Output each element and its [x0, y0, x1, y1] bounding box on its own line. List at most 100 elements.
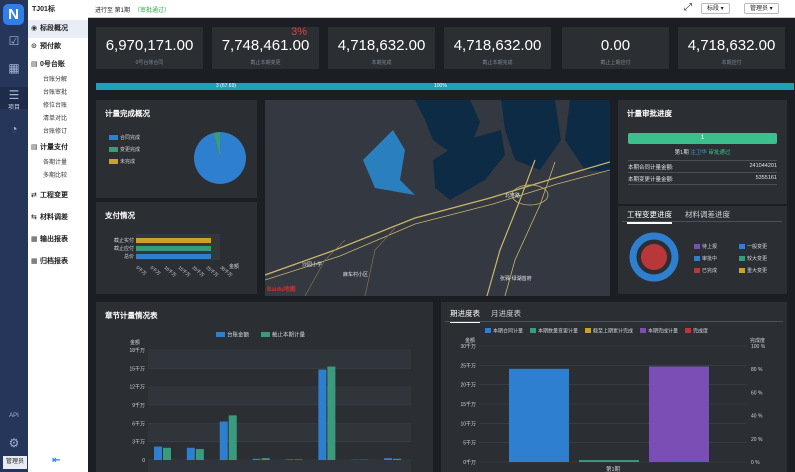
legend-item: 重大变更 [739, 268, 767, 274]
chapter-bar [384, 458, 393, 460]
menu-overview[interactable]: ◉ 标段概况 [28, 20, 88, 38]
submenu-bill-compare[interactable]: 清单对比 [43, 116, 68, 122]
legend-item: 一般变更 [739, 244, 767, 250]
y-tick: 30千万 [460, 343, 476, 350]
stat-label: 本期应付 [721, 60, 742, 66]
project-name: TJ01标 [32, 6, 55, 13]
menu-archive-report[interactable]: ▦ 归档报表 [28, 253, 88, 271]
fullscreen-icon[interactable]: ⤢ [684, 2, 692, 13]
chapter-bar [195, 449, 204, 460]
submenu-ledger-split[interactable]: 台账分解 [43, 77, 68, 83]
admin-dropdown[interactable]: 管理员 ▾ [744, 3, 779, 14]
pie-chart-icon[interactable]: ◔ [10, 122, 18, 136]
legend-swatch [640, 328, 646, 333]
map-water [565, 100, 610, 172]
settings-icon[interactable]: ⚙ [8, 436, 20, 450]
side-menu: TJ01标 ◉ 标段概况 ⊙ 预付款 ▤ 0号台账 台账分解 台账审批 修位台账 清单… [3, 0, 88, 472]
chapter-bar [219, 421, 228, 460]
chapter-bar [294, 459, 303, 460]
y2-tick: 80 % [751, 367, 763, 373]
tab-month-progress[interactable]: 月进度表 [491, 309, 521, 318]
y-tick: 18千万 [129, 347, 145, 354]
submenu-each-period[interactable]: 各期计量 [43, 160, 68, 166]
legend-item: 较大变更 [739, 256, 767, 262]
y-tick: 25千万 [460, 362, 476, 369]
stat-card: 3% 7,748,461.00 截止本期变更 [212, 26, 319, 69]
menu-ledger-label: 0号台账 [40, 61, 65, 68]
legend-item: 审批中 [694, 255, 739, 262]
stat-percent: 3% [291, 26, 307, 38]
divider [445, 321, 783, 322]
approval-creator: 注卫华 [690, 150, 707, 156]
menu-material[interactable]: ⇆ 材料调差 [28, 209, 88, 227]
map-label: 沙园小学 [302, 261, 322, 268]
map-label: 北环路 [505, 192, 520, 199]
y2-tick: 60 % [751, 390, 763, 396]
grid-icon[interactable]: ▦ [8, 61, 20, 75]
tab-material-progress[interactable]: 材料调差进度 [685, 210, 730, 219]
period-bar [649, 366, 709, 462]
chapter-title: 章节计量情况表 [105, 311, 158, 320]
checklist-icon[interactable]: ☑ [8, 34, 20, 48]
map-road [265, 161, 610, 276]
map-road [304, 227, 396, 296]
stat-value: 7,748,461.00 [221, 37, 310, 54]
submenu-ledger-revise[interactable]: 台账修订 [43, 129, 68, 135]
stat-label: 0号台账合同 [135, 60, 164, 66]
section-dropdown[interactable]: 标段 ▾ [701, 3, 730, 14]
y-tick: 9千万 [132, 402, 145, 409]
project-nav-button[interactable]: ☰ 项目 [0, 87, 28, 111]
legend-row: 待上报 一般变更 [694, 235, 784, 250]
legend-item: 未完成 [109, 158, 140, 170]
chapter-bar [154, 446, 162, 460]
period-bar [579, 460, 639, 462]
legend-label: 较大变更 [747, 256, 768, 262]
menu-change-label: 工程变更 [40, 192, 68, 199]
payment-title: 支付情况 [105, 211, 135, 220]
legend-label: 变更完成 [120, 147, 141, 153]
menu-prepayment[interactable]: ⊙ 预付款 [28, 38, 88, 56]
chapter-panel: 章节计量情况表 台账金额 截止本期计量 金额 18千万 15千万 12千万 9千万 6千万 3千… [96, 302, 433, 472]
tab-change-progress[interactable]: 工程变更进度 [627, 209, 672, 224]
approval-status: （审批通过） [134, 8, 171, 14]
menu-change[interactable]: ⇄ 工程变更 [28, 187, 88, 205]
legend-label: 合同完成 [120, 135, 141, 141]
report-icon: ▦ [31, 236, 38, 243]
chapter-bar [285, 459, 294, 460]
map-canvas[interactable]: 北环路 沙园小学 麻车村小区 张驿·绿湖首府 Baidu地图 [265, 100, 610, 296]
collapse-arrow-icon[interactable]: ⇤ [52, 455, 61, 466]
legend-row: 已完成 重大变更 [694, 259, 784, 274]
map-brand-logo: Baidu地图 [267, 285, 296, 293]
menu-ledger[interactable]: ▤ 0号台账 [28, 56, 88, 74]
legend-item: 已完成 [694, 267, 739, 274]
top-bar: 进行至 第1期 （审批通过） ⤢ 标段 ▾ 管理员 ▾ [88, 0, 795, 18]
change-amount-value: 5355161 [755, 175, 777, 181]
api-link[interactable]: API [9, 413, 19, 419]
period-bar [509, 368, 569, 462]
divider [628, 172, 777, 173]
legend-label: 截止本期计量 [272, 331, 306, 339]
menu-output-report[interactable]: ▦ 输出报表 [28, 231, 88, 249]
legend-label: 未完成 [120, 159, 136, 165]
menu-material-label: 材料调差 [40, 214, 68, 221]
legend-swatch [585, 328, 591, 333]
user-badge[interactable]: 管理员 [3, 456, 27, 469]
map-panel[interactable]: 北环路 沙园小学 麻车村小区 张驿·绿湖首府 Baidu地图 [265, 100, 610, 296]
x-tick: 第1期 [606, 465, 621, 472]
tab-period-progress[interactable]: 期进度表 [450, 308, 480, 323]
stat-card: 6,970,171.00 0号台账合同 [96, 27, 203, 69]
payment-tick: 10千万 [163, 264, 179, 279]
overview-icon: ◉ [31, 25, 38, 32]
measure-icon: ▤ [31, 144, 38, 151]
app-logo[interactable]: N [3, 4, 24, 25]
grid-band [148, 386, 411, 405]
completion-legend: 合同完成 变更完成 未完成 [109, 134, 140, 170]
change-legend: 待上报 一般变更 审批中 较大变更 已完成 重大变更 [694, 235, 784, 274]
submenu-multi-compare[interactable]: 多期比较 [43, 173, 68, 179]
submenu-ledger-repair[interactable]: 修位台账 [43, 103, 68, 109]
menu-measure-pay[interactable]: ▤ 计量支付 [28, 139, 88, 157]
submenu-ledger-approval[interactable]: 台账审批 [43, 90, 68, 96]
legend-swatch [694, 268, 700, 274]
y-tick: 12千万 [129, 384, 145, 391]
